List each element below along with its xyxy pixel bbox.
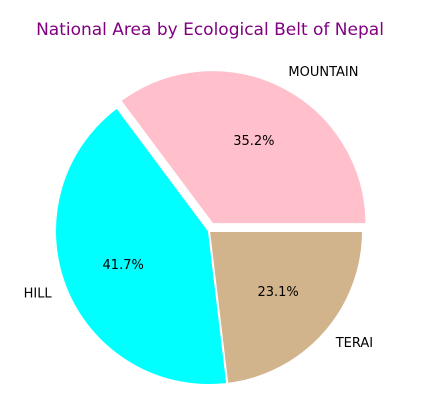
pie-slice-terai (207, 230, 365, 386)
slice-label-terai: TERAI (335, 336, 373, 351)
pie-slice-hill (54, 106, 229, 386)
chart-title: National Area by Ecological Belt of Nepa… (36, 20, 384, 40)
slice-label-hill: HILL (24, 286, 53, 301)
pct-label-mountain: 35.2% (233, 134, 274, 149)
pie-slice-mountain (118, 69, 368, 226)
slice-label-mountain: MOUNTAIN (288, 65, 358, 80)
pie-slices (54, 69, 368, 386)
pct-label-hill: 41.7% (103, 258, 144, 273)
pie-labels: 35.2% MOUNTAIN 41.7% HILL 23.1% TERAI (24, 65, 374, 351)
pct-label-terai: 23.1% (257, 285, 298, 300)
